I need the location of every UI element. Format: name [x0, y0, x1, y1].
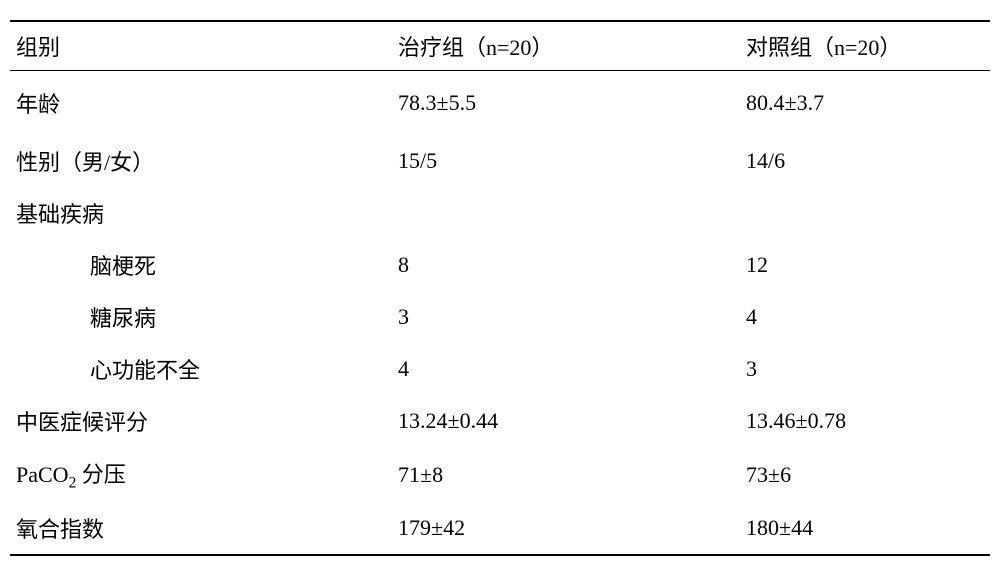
- column-header-group: 组别: [10, 21, 394, 71]
- table-header-row: 组别 治疗组（n=20） 对照组（n=20）: [10, 21, 990, 71]
- table-row: 年龄 78.3±5.5 80.4±3.7: [10, 71, 990, 136]
- table-row: 心功能不全 4 3: [10, 343, 990, 395]
- table-row: 氧合指数 179±42 180±44: [10, 502, 990, 555]
- cell-diabetes-control: 4: [742, 291, 990, 343]
- cell-sex-treatment: 15/5: [394, 135, 742, 187]
- cell-tcm-treatment: 13.24±0.44: [394, 395, 742, 447]
- cell-diabetes-treatment: 3: [394, 291, 742, 343]
- table-row: 中医症候评分 13.24±0.44 13.46±0.78: [10, 395, 990, 447]
- row-label-oxy: 氧合指数: [10, 502, 394, 555]
- cell-age-control: 80.4±3.7: [742, 71, 990, 136]
- cell-oxy-control: 180±44: [742, 502, 990, 555]
- cell-heart-treatment: 4: [394, 343, 742, 395]
- row-label-sex: 性别（男/女）: [10, 135, 394, 187]
- cell-age-treatment: 78.3±5.5: [394, 71, 742, 136]
- row-label-disease-header: 基础疾病: [10, 187, 394, 239]
- cell-oxy-treatment: 179±42: [394, 502, 742, 555]
- cell-stroke-control: 12: [742, 239, 990, 291]
- table-row: 糖尿病 3 4: [10, 291, 990, 343]
- cell-empty: [394, 187, 742, 239]
- cell-empty: [742, 187, 990, 239]
- cell-tcm-control: 13.46±0.78: [742, 395, 990, 447]
- baseline-characteristics-table: 组别 治疗组（n=20） 对照组（n=20） 年龄 78.3±5.5 80.4±…: [10, 20, 990, 556]
- row-label-age: 年龄: [10, 71, 394, 136]
- table-row: 脑梗死 8 12: [10, 239, 990, 291]
- cell-paco2-control: 73±6: [742, 447, 990, 502]
- row-label-paco2: PaCO2 分压: [10, 447, 394, 502]
- table-row: 性别（男/女） 15/5 14/6: [10, 135, 990, 187]
- row-label-heart: 心功能不全: [10, 343, 394, 395]
- cell-sex-control: 14/6: [742, 135, 990, 187]
- column-header-control: 对照组（n=20）: [742, 21, 990, 71]
- column-header-treatment: 治疗组（n=20）: [394, 21, 742, 71]
- paco2-pre: PaCO: [16, 462, 69, 487]
- row-label-tcm: 中医症候评分: [10, 395, 394, 447]
- table-row: 基础疾病: [10, 187, 990, 239]
- paco2-post: 分压: [76, 462, 126, 487]
- table-row: PaCO2 分压 71±8 73±6: [10, 447, 990, 502]
- cell-heart-control: 3: [742, 343, 990, 395]
- cell-paco2-treatment: 71±8: [394, 447, 742, 502]
- row-label-stroke: 脑梗死: [10, 239, 394, 291]
- cell-stroke-treatment: 8: [394, 239, 742, 291]
- row-label-diabetes: 糖尿病: [10, 291, 394, 343]
- data-table-wrap: 组别 治疗组（n=20） 对照组（n=20） 年龄 78.3±5.5 80.4±…: [10, 20, 990, 556]
